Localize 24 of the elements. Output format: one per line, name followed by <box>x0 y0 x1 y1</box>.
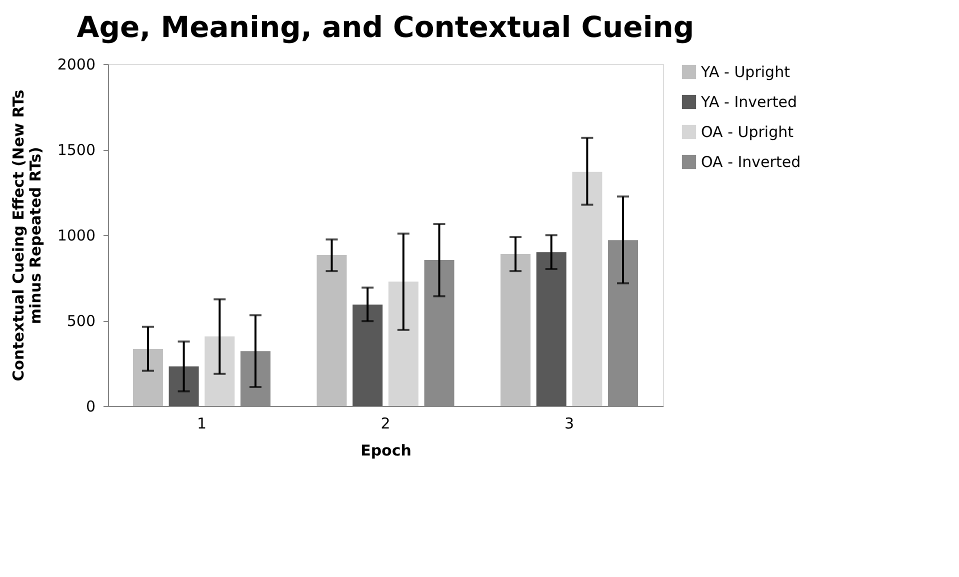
x-axis-title: Epoch <box>360 442 412 460</box>
bar <box>316 255 347 406</box>
x-tick-label: 2 <box>380 414 390 432</box>
y-tick-label: 2000 <box>57 56 96 74</box>
bar <box>168 366 199 406</box>
y-tick-label: 1500 <box>57 141 96 159</box>
chart-title: Age, Meaning, and Contextual Cueing <box>76 10 694 44</box>
bar <box>536 252 566 406</box>
x-tick-label: 1 <box>196 414 206 432</box>
y-tick-label: 0 <box>86 398 96 416</box>
bar <box>132 349 163 406</box>
bar <box>572 172 602 406</box>
bar <box>352 304 383 406</box>
y-axis-title: Contextual Cueing Effect (New RTs minus Repeated RTs) <box>9 90 44 382</box>
bar <box>500 254 531 406</box>
y-tick-label: 500 <box>66 312 96 330</box>
bar <box>204 336 235 406</box>
x-tick-label: 3 <box>564 414 574 432</box>
legend-label: OA - Inverted <box>701 153 801 171</box>
legend-label: YA - Upright <box>700 63 790 81</box>
bar <box>388 282 418 406</box>
y-tick-label: 1000 <box>57 226 96 244</box>
legend-label: OA - Upright <box>701 123 794 141</box>
legend-label: YA - Inverted <box>700 93 798 111</box>
